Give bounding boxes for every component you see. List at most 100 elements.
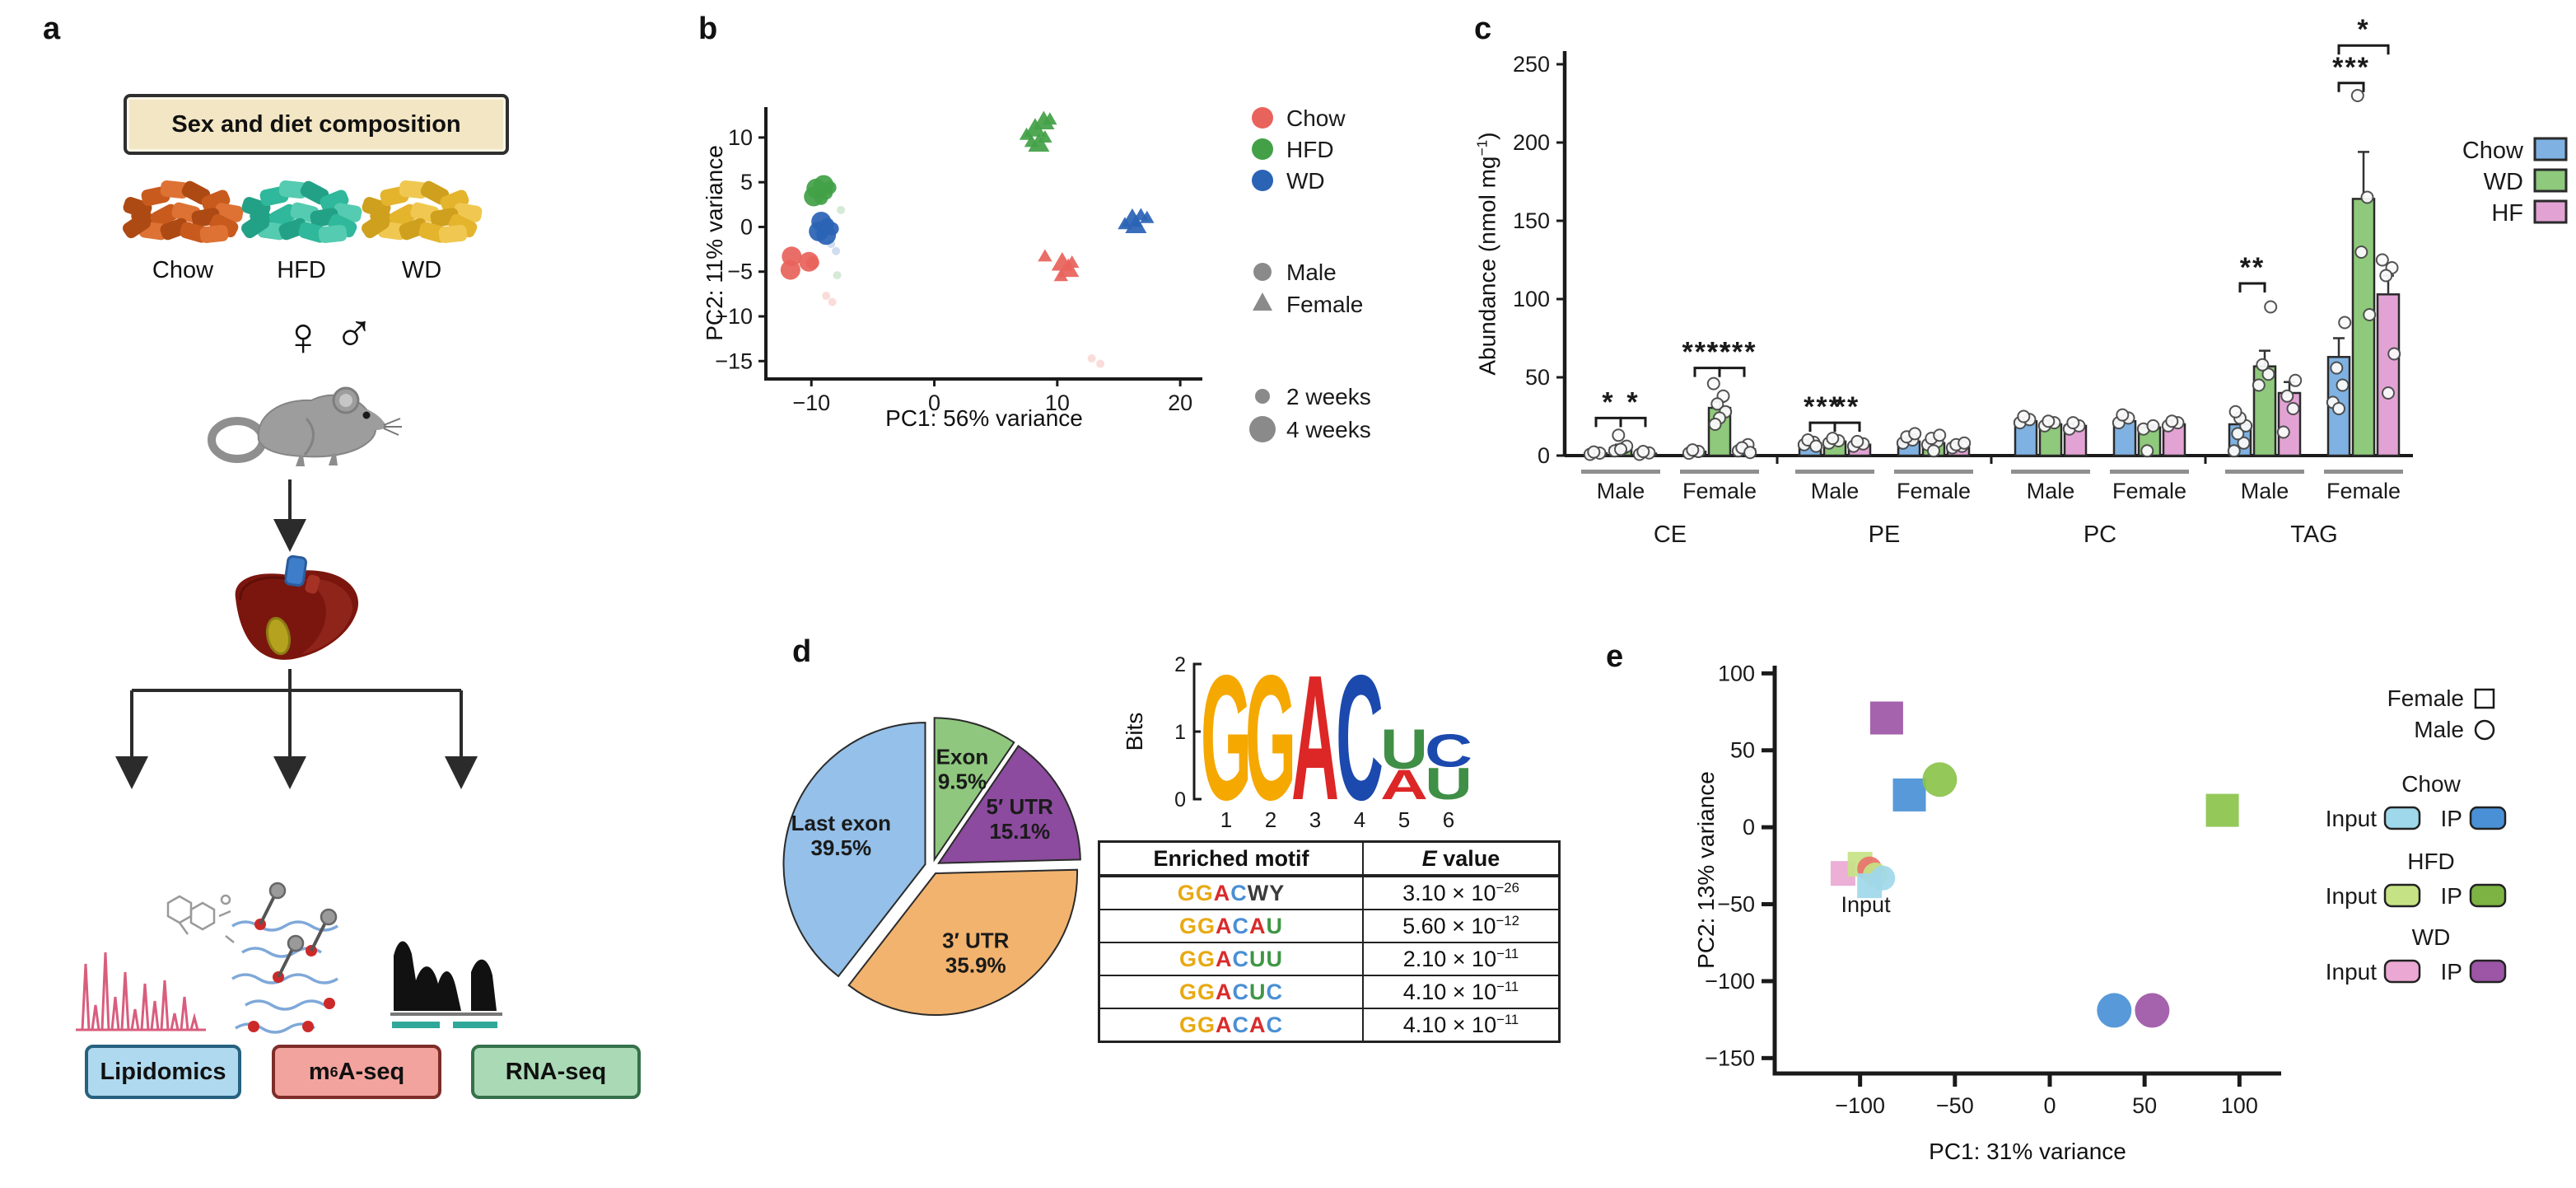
- c-data-dot: [1908, 427, 1922, 441]
- c-data-dot: [2387, 347, 2401, 361]
- female-symbol-icon: ♀: [282, 306, 324, 367]
- food-pellet: [389, 203, 418, 228]
- c-bar-TAG-female-wd: [2351, 198, 2376, 457]
- evalue-cell: 5.60 × 10−12: [1362, 909, 1561, 943]
- motif-cell: GGACWY: [1098, 875, 1364, 910]
- study-design-graphic: [76, 180, 502, 1034]
- food-pellet: [123, 213, 151, 239]
- b-y-tick: 5: [740, 170, 753, 194]
- c-sig-bracket: [1594, 416, 1622, 428]
- rna-methyl-icon: [231, 882, 338, 1034]
- b-point-hfd-female: [1038, 129, 1052, 143]
- c-sex-underline: [1894, 470, 1973, 474]
- c-sex-label: Female: [2112, 479, 2186, 503]
- c-data-dot: [2276, 425, 2290, 439]
- b-x-tick: 0: [928, 391, 940, 415]
- c-data-dot: [2231, 427, 2245, 441]
- food-pellet: [160, 180, 189, 199]
- logo-x-tick: 3: [1309, 807, 1321, 832]
- logo-y-tick: 0: [1174, 788, 1186, 811]
- pie-pct: 9.5%: [938, 769, 987, 793]
- e-x-tick: 0: [2043, 1093, 2056, 1118]
- motif-cell: GGACAU: [1098, 909, 1364, 943]
- b-y-tick: −10: [715, 304, 753, 329]
- c-data-dot: [2256, 358, 2270, 372]
- c-data-dot: [2336, 378, 2350, 392]
- male-open-circle-icon: [2474, 719, 2495, 741]
- b-point-wd-male: [825, 222, 839, 236]
- logo-x-tick: 2: [1265, 807, 1276, 832]
- b-legend-dot-chow: [1252, 107, 1273, 129]
- c-sig-stars: ***: [1804, 391, 1841, 423]
- b-legend-2wk: 2 weeks: [1286, 384, 1371, 409]
- b-x-tick: 10: [1045, 391, 1070, 415]
- c-data-dot: [2116, 408, 2130, 422]
- e-legend-group-wd: WD: [2412, 924, 2451, 950]
- c-data-dot: [2228, 405, 2242, 419]
- motif-col-header: Enriched motif: [1098, 840, 1364, 877]
- c-data-dot: [2140, 444, 2154, 458]
- c-sex-label: Male: [1811, 479, 1860, 503]
- m6a-seq-box-label-post: A-seq: [338, 1058, 405, 1085]
- coverage-track-icon: [390, 941, 502, 1028]
- b-legend-label: HFD: [1286, 137, 1334, 162]
- evalue-col-header: E value: [1362, 840, 1561, 877]
- b-faint-point: [837, 205, 846, 214]
- logo-letter-C: C: [1336, 638, 1384, 838]
- b-faint-point: [832, 246, 841, 255]
- pie-slice-exon: [933, 717, 1015, 863]
- e-x-tick: −50: [1936, 1093, 1974, 1118]
- c-data-dot: [2332, 402, 2345, 415]
- b-legend-male: Male: [1286, 260, 1337, 285]
- logo-letter-U: U: [1425, 759, 1472, 809]
- b-point-wd-female: [1140, 210, 1155, 223]
- b-x-tick: 20: [1168, 391, 1192, 415]
- c-sex-label: Male: [1597, 479, 1645, 503]
- e-point-circle: [2097, 993, 2132, 1028]
- c-bar-TAG-male-hf: [2277, 391, 2302, 457]
- c-data-dot: [1809, 439, 1823, 453]
- c-sig-stars: ****: [1707, 337, 1757, 368]
- food-pellet: [199, 224, 229, 244]
- b-faint-point: [1087, 354, 1096, 363]
- c-sig-bracket: [1808, 421, 1836, 433]
- pie-label: Exon: [936, 744, 989, 769]
- c-sex-underline: [1680, 470, 1759, 474]
- motif-cell: GGACAC: [1098, 1008, 1364, 1043]
- b-point-chow-female: [1065, 255, 1080, 268]
- c-sig-stars: **: [1835, 391, 1860, 423]
- e-legend-input-swatch-hfd: [2383, 883, 2421, 908]
- pc1-axis-label-e: PC1: 31% variance: [1929, 1139, 2126, 1164]
- pie-label: Last exon: [791, 811, 891, 835]
- e-legend-input-label: Input: [2326, 883, 2377, 909]
- food-pellet: [318, 224, 348, 244]
- logo-letter-U: U: [1380, 718, 1428, 781]
- c-data-dot: [2330, 361, 2344, 375]
- e-legend-ip-label: IP: [2441, 883, 2462, 909]
- c-sig-bracket: [2337, 82, 2365, 92]
- b-legend-4wk: 4 weeks: [1286, 417, 1371, 442]
- food-pile-hfd: [241, 180, 362, 244]
- b-point-chow-male: [805, 255, 819, 269]
- c-y-tick: 200: [1513, 130, 1550, 155]
- c-data-dot: [2375, 253, 2389, 267]
- e-y-tick: 100: [1718, 661, 1755, 685]
- sex-diet-header-text: Sex and diet composition: [171, 110, 461, 138]
- logo-x-tick: 4: [1354, 807, 1365, 832]
- diet-label-chow: Chow: [152, 257, 214, 283]
- motif-row: GGACUU 2.10 × 10−11: [1098, 942, 1561, 976]
- b-legend-female: Female: [1286, 292, 1363, 317]
- pie-label: 3′ UTR: [942, 928, 1010, 952]
- e-input-annotation: Input: [1841, 892, 1892, 917]
- e-point-square: [1892, 778, 1926, 811]
- c-y-tick: 250: [1513, 52, 1550, 77]
- e-axes: [1772, 666, 2281, 1076]
- food-pile-chow: [123, 180, 244, 244]
- e-legend-ip-swatch-chow: [2469, 806, 2507, 830]
- e-legend-ip-swatch-wd: [2469, 959, 2507, 984]
- panel-d-label: d: [792, 634, 812, 669]
- male-symbol-icon: ♂: [334, 302, 375, 363]
- b-y-tick: −5: [727, 260, 753, 284]
